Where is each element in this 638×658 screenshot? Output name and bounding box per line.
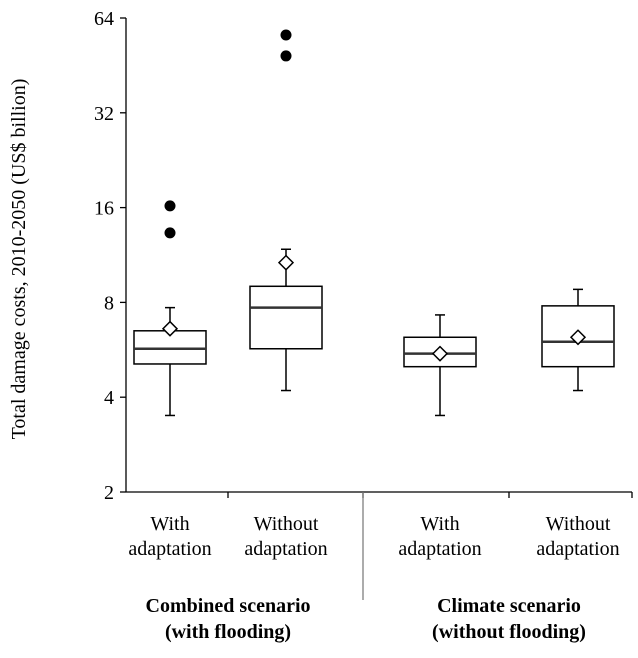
box-2: [249, 29, 323, 392]
mean-marker: [569, 329, 587, 346]
y-tick-label: 64: [94, 8, 114, 30]
box-1: [133, 200, 207, 417]
category-label: adaptation: [128, 538, 211, 560]
mean-marker: [431, 345, 449, 362]
y-tick-label: 4: [104, 387, 114, 409]
y-axis-title: Total damage costs, 2010-2050 (US$ billi…: [8, 79, 30, 440]
outlier-point: [280, 50, 292, 62]
y-tick-label: 16: [94, 198, 114, 220]
y-tick-label: 32: [94, 103, 114, 125]
category-label: With: [420, 513, 459, 535]
mean-marker: [161, 320, 179, 337]
outlier-point: [280, 29, 292, 41]
mean-marker: [277, 254, 295, 271]
group-label: (with flooding): [165, 621, 291, 643]
y-tick-label: 2: [104, 482, 114, 504]
axes: [120, 17, 633, 600]
category-label: Without: [254, 513, 319, 535]
group-label: Combined scenario: [146, 595, 311, 617]
iqr-box: [249, 285, 323, 350]
group-label: Climate scenario: [437, 595, 581, 617]
axis-labels: 2 4 8 16 32 64 Total damage costs, 2010-2050 (…: [8, 8, 620, 643]
outlier-point: [164, 227, 176, 239]
category-label: adaptation: [398, 538, 481, 560]
box-3: [403, 314, 477, 417]
category-label: adaptation: [536, 538, 619, 560]
category-label: adaptation: [244, 538, 327, 560]
outlier-point: [164, 200, 176, 212]
y-tick-label: 8: [104, 292, 114, 314]
box-4: [541, 288, 615, 392]
category-label: Without: [546, 513, 611, 535]
boxes: [133, 29, 615, 417]
group-label: (without flooding): [432, 621, 586, 643]
category-label: With: [150, 513, 189, 535]
